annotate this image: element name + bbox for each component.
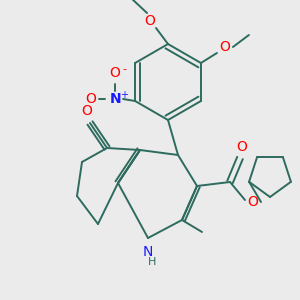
Text: -: - (122, 64, 126, 74)
Text: O: O (248, 195, 258, 209)
Text: O: O (82, 104, 92, 118)
Text: O: O (220, 40, 230, 54)
Text: O: O (110, 66, 121, 80)
Text: H: H (148, 257, 156, 267)
Text: +: + (120, 90, 128, 100)
Text: N: N (143, 245, 153, 259)
Text: O: O (145, 14, 155, 28)
Text: O: O (237, 140, 248, 154)
Text: N: N (109, 92, 121, 106)
Text: O: O (86, 92, 97, 106)
